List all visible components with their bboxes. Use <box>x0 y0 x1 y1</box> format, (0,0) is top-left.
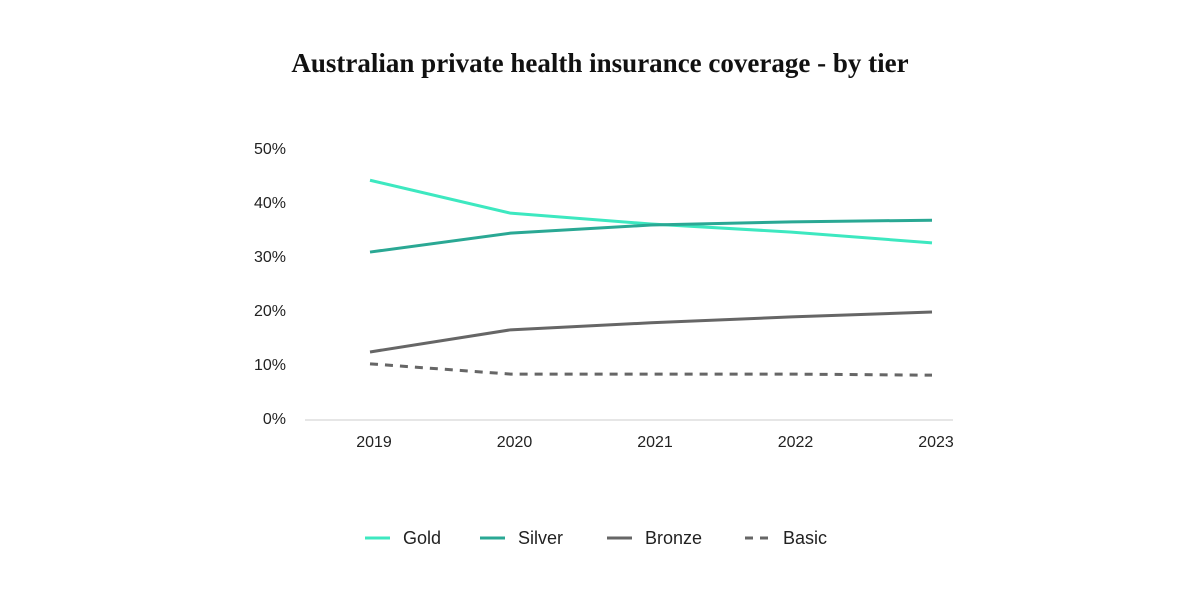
legend-label: Bronze <box>645 528 702 548</box>
chart-title: Australian private health insurance cove… <box>291 48 908 78</box>
series-line <box>369 310 933 354</box>
x-tick-label: 2022 <box>778 434 814 451</box>
legend-label: Basic <box>783 528 827 548</box>
legend-label: Silver <box>518 528 563 548</box>
x-tick-label: 2023 <box>918 434 954 451</box>
x-tick-label: 2020 <box>497 434 533 451</box>
x-tick-label: 2021 <box>637 434 673 451</box>
y-tick-label: 30% <box>254 249 286 266</box>
y-tick-label: 0% <box>263 411 286 428</box>
y-tick-label: 10% <box>254 357 286 374</box>
series-line <box>369 218 933 254</box>
legend-label: Gold <box>403 528 441 548</box>
series-line <box>369 362 933 377</box>
y-tick-label: 50% <box>254 141 286 158</box>
y-tick-label: 40% <box>254 195 286 212</box>
y-tick-label: 20% <box>254 303 286 320</box>
series-line <box>369 178 933 245</box>
x-tick-label: 2019 <box>356 434 392 451</box>
